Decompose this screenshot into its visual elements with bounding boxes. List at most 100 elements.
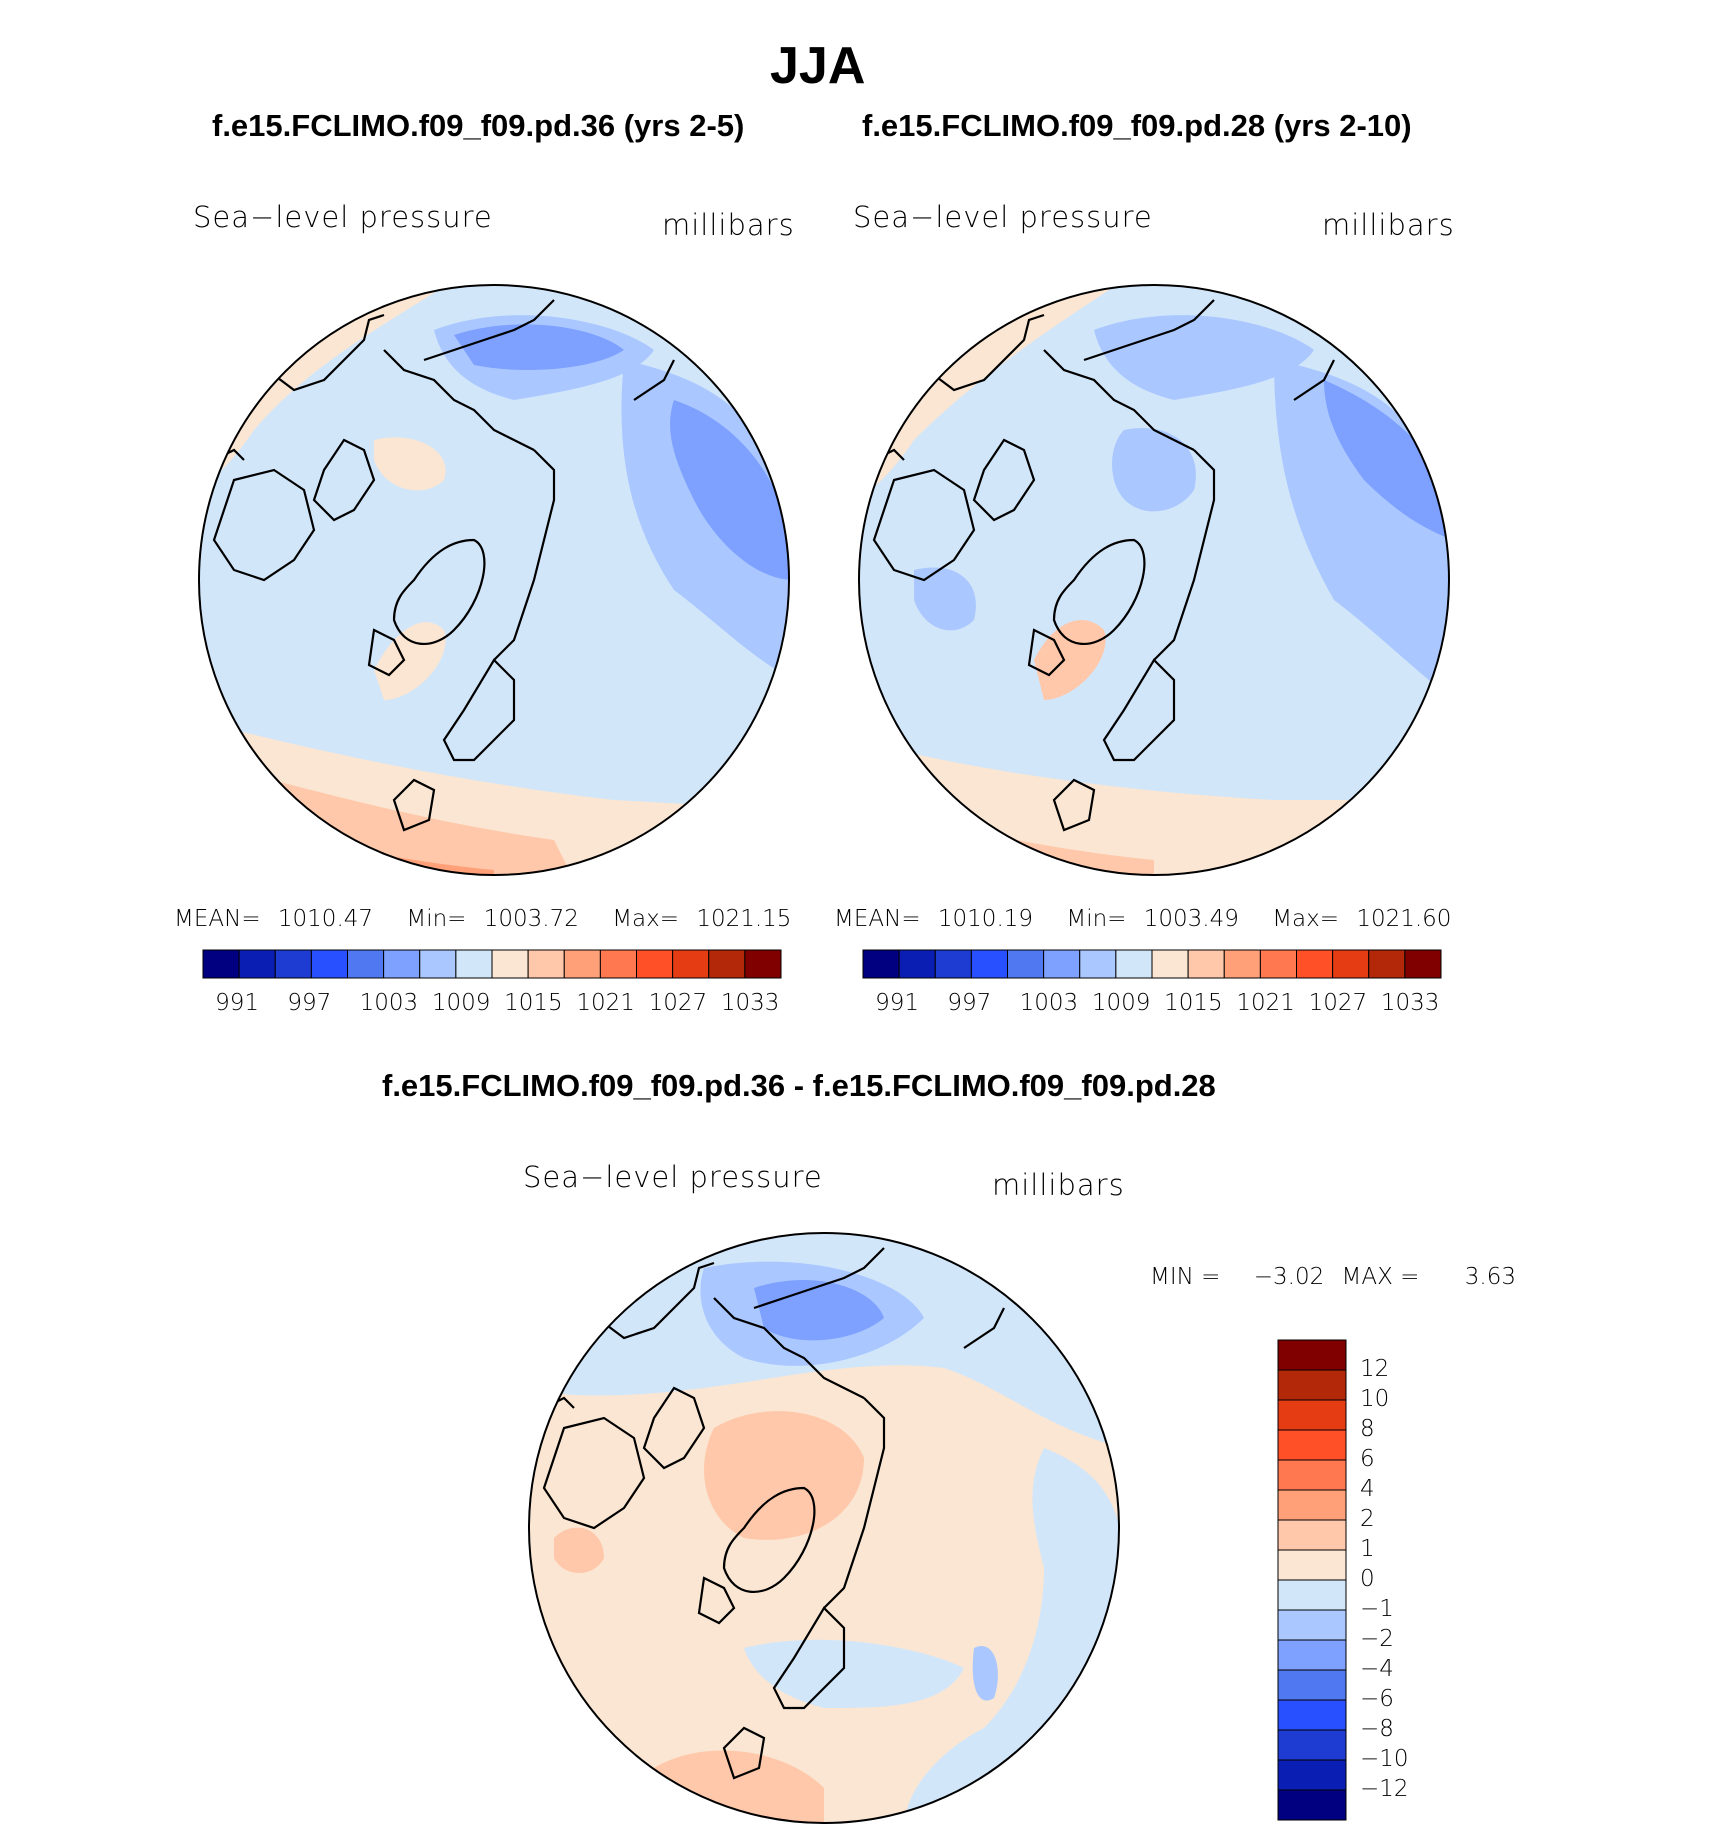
- colorbar-tick-label: −12: [1360, 1776, 1409, 1802]
- low-siberia: [1094, 315, 1314, 400]
- colorbar-tick-label: −4: [1360, 1656, 1394, 1682]
- colorbar-swatch: [1277, 1459, 1347, 1491]
- map-boundary: [198, 284, 790, 876]
- colorbar-swatch: [744, 949, 782, 979]
- diff-title: f.e15.FCLIMO.f09_f09.pd.36 - f.e15.FCLIM…: [382, 1068, 1216, 1103]
- negative-siberia-core: [754, 1279, 884, 1341]
- colorbar-tick-label: −1: [1360, 1596, 1394, 1622]
- colorbar-tick-label: −6: [1360, 1686, 1394, 1712]
- colorbar-swatch: [202, 949, 240, 979]
- colorbar-swatch: [1277, 1339, 1347, 1371]
- low-polar: [1112, 428, 1196, 512]
- colorbar-tick-label: 997: [287, 990, 332, 1016]
- colorbar-swatch: [1187, 949, 1225, 979]
- colorbar-swatch: [1277, 1579, 1347, 1611]
- colorbar-swatch: [1277, 1519, 1347, 1551]
- colorbar-swatch: [563, 949, 601, 979]
- negative-east-core: [972, 1646, 998, 1701]
- positive-polar-core: [704, 1411, 864, 1540]
- colorbar-swatch: [1332, 949, 1370, 979]
- greenland-high: [374, 622, 446, 700]
- colorbar-tick-label: 1009: [431, 990, 491, 1016]
- positive-canada-patch: [554, 1527, 604, 1573]
- panel-1-max-label: Max=: [612, 906, 680, 932]
- diff-colorbar: [1277, 1339, 1347, 1821]
- panel-2-min-value: 1003.49: [1143, 906, 1239, 932]
- colorbar-swatch: [1007, 949, 1045, 979]
- diff-minmax: MIN = −3.02 MAX = 3.63: [1150, 1264, 1516, 1290]
- colorbar-swatch: [862, 949, 900, 979]
- panel-2-variable: Sea−level pressure: [853, 200, 1153, 234]
- panel-1-stats: MEAN= 1010.47 Min= 1003.72 Max= 1021.15: [174, 906, 791, 932]
- colorbar-tick-label: 1021: [1236, 990, 1295, 1016]
- colorbar-swatch: [274, 949, 312, 979]
- colorbar-tick-label: −2: [1360, 1626, 1394, 1652]
- high-pressure-pacific-peak: [859, 285, 974, 350]
- colorbar-swatch: [1296, 949, 1334, 979]
- panel-1-mean-value: 1010.47: [277, 906, 374, 932]
- colorbar-swatch: [1043, 949, 1081, 979]
- colorbar-swatch: [708, 949, 746, 979]
- map-boundary: [528, 1232, 1120, 1824]
- colorbar-tick-label: 1009: [1091, 990, 1151, 1016]
- colorbar-swatch: [1368, 949, 1406, 979]
- colorbar-tick-label: 4: [1360, 1476, 1375, 1502]
- colorbar-swatch: [1277, 1639, 1347, 1671]
- negative-atlantic-patch: [744, 1639, 964, 1708]
- colorbar-swatch: [1277, 1399, 1347, 1431]
- colorbar-swatch: [1277, 1729, 1347, 1761]
- panel-2-max-label: Max=: [1272, 906, 1340, 932]
- low-asia-core: [1324, 380, 1449, 540]
- panel-2-case-title: f.e15.FCLIMO.f09_f09.pd.28 (yrs 2-10): [862, 108, 1412, 143]
- colorbar-tick-label: 991: [215, 990, 260, 1016]
- panel-1-max-value: 1021.15: [696, 906, 792, 932]
- colorbar-swatch: [599, 949, 637, 979]
- canada-high: [374, 437, 446, 491]
- panel-1-case-title: f.e15.FCLIMO.f09_f09.pd.36 (yrs 2-5): [212, 108, 745, 143]
- panel-1-min-value: 1003.72: [483, 906, 579, 932]
- colorbar-swatch: [934, 949, 972, 979]
- colorbar-tick-label: −10: [1360, 1746, 1409, 1772]
- panel-2-min-label: Min=: [1066, 906, 1127, 932]
- colorbar-swatch: [1259, 949, 1297, 979]
- colorbar-swatch: [1115, 949, 1153, 979]
- colorbar-swatch: [1079, 949, 1117, 979]
- colorbar-swatch: [1277, 1369, 1347, 1401]
- colorbar-swatch: [310, 949, 348, 979]
- colorbar-swatch: [970, 949, 1008, 979]
- colorbar-swatch: [238, 949, 276, 979]
- colorbar-tick-label: 1003: [1019, 990, 1079, 1016]
- colorbar-swatch: [1277, 1699, 1347, 1731]
- panel-2-colorbar: [862, 949, 1442, 979]
- figure-title: JJA: [770, 37, 866, 95]
- diff-min-label: MIN =: [1150, 1264, 1221, 1290]
- panel-1-map: [198, 284, 790, 876]
- diff-map: [528, 1232, 1120, 1824]
- panel-1-units: millibars: [662, 208, 795, 242]
- colorbar-swatch: [383, 949, 421, 979]
- colorbar-tick-label: −8: [1360, 1716, 1394, 1742]
- low-asia-core: [670, 400, 789, 580]
- colorbar-swatch: [1277, 1669, 1347, 1701]
- colorbar-tick-label: 1015: [1164, 990, 1223, 1016]
- colorbar-swatch: [491, 949, 529, 979]
- colorbar-tick-label: 12: [1360, 1356, 1390, 1382]
- colorbar-swatch: [1277, 1549, 1347, 1581]
- colorbar-tick-label: 991: [875, 990, 920, 1016]
- panel-1-variable: Sea−level pressure: [193, 200, 493, 234]
- colorbar-swatch: [419, 949, 457, 979]
- colorbar-tick-label: 1033: [1380, 990, 1440, 1016]
- colorbar-tick-label: 10: [1360, 1386, 1390, 1412]
- colorbar-swatch: [1151, 949, 1189, 979]
- panel-1-colorbar: [202, 949, 782, 979]
- diff-max-label: MAX =: [1341, 1264, 1420, 1290]
- colorbar-swatch: [527, 949, 565, 979]
- panel-2-map: [858, 284, 1450, 876]
- panel-2-max-value: 1021.60: [1356, 906, 1452, 932]
- colorbar-swatch: [1277, 1429, 1347, 1461]
- panel-1-mean-label: MEAN=: [174, 906, 261, 932]
- colorbar-tick-label: 1: [1360, 1536, 1375, 1562]
- colorbar-swatch: [1277, 1489, 1347, 1521]
- panel-2-stats: MEAN= 1010.19 Min= 1003.49 Max= 1021.60: [834, 906, 1451, 932]
- diff-units: millibars: [992, 1168, 1125, 1202]
